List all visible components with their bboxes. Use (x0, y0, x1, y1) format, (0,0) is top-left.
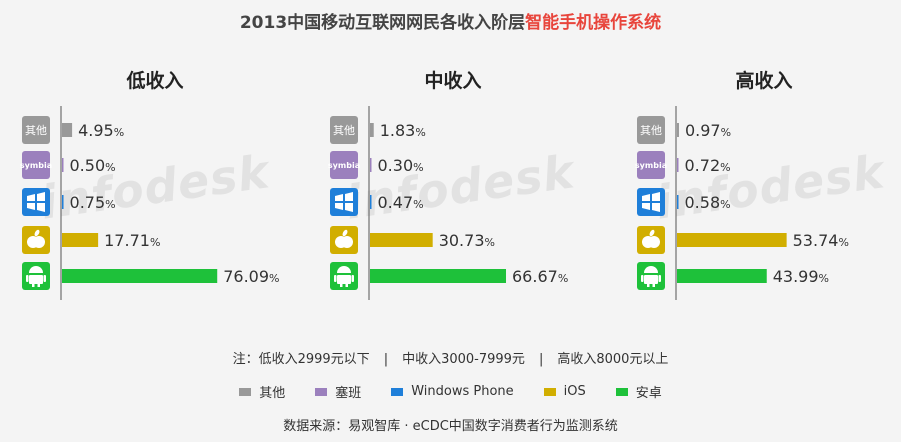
panel-title-high: 高收入 (735, 70, 793, 92)
note-prefix: 注： (232, 352, 259, 367)
svg-text:其他: 其他 (25, 124, 47, 137)
chart-panel-0: 其他 4.95% symbia 0.50% 0.75% 17.71% 76.09% (20, 106, 279, 300)
bar (370, 195, 372, 209)
data-label: 0.58% (685, 193, 731, 212)
legend: 其他 塞班 Windows Phone iOS 安卓 (0, 382, 901, 401)
symbian-icon: symbia (635, 151, 667, 179)
bar (62, 269, 218, 283)
data-label: 0.30% (378, 156, 424, 175)
symbian-icon: symbia (328, 151, 360, 179)
data-label: 76.09% (223, 267, 279, 286)
bar (677, 158, 679, 172)
data-label: 0.47% (378, 193, 424, 212)
note-separator-1: | (383, 352, 389, 367)
bar (677, 195, 679, 209)
legend-item: 其他 (239, 382, 285, 401)
bar (370, 158, 372, 172)
data-label: 66.67% (512, 267, 568, 286)
legend-swatch (543, 387, 556, 396)
other-icon: 其他 (22, 116, 50, 144)
svg-text:symbia: symbia (635, 161, 667, 170)
data-label: 4.95% (78, 121, 124, 140)
legend-label: iOS (563, 384, 586, 399)
windows-icon (330, 188, 358, 216)
other-icon: 其他 (330, 116, 358, 144)
legend-swatch (615, 387, 628, 396)
android-icon (22, 262, 50, 290)
chart-title-highlight: 智能手机操作系统 (525, 13, 662, 33)
android-icon (330, 262, 358, 290)
legend-label: 其他 (259, 386, 286, 401)
note-separator-2: | (538, 352, 544, 367)
legend-label: 安卓 (635, 386, 662, 401)
apple-icon (330, 226, 358, 254)
chart-title: 2013中国移动互联网网民各收入阶层智能手机操作系统 (0, 8, 901, 33)
legend-item: Windows Phone (391, 384, 514, 399)
bar (677, 233, 787, 247)
symbian-icon: symbia (20, 151, 52, 179)
bar (370, 269, 507, 283)
svg-text:其他: 其他 (640, 124, 662, 137)
legend-swatch (391, 387, 404, 396)
note-low: 低收入2999元以下 (258, 352, 370, 367)
data-label: 30.73% (439, 231, 495, 250)
bar (62, 195, 64, 209)
legend-item: 安卓 (615, 382, 662, 401)
chart-panel-2: 其他 0.97% symbia 0.72% 0.58% 53.74% 43.99% (635, 106, 849, 300)
legend-label: 塞班 (335, 386, 362, 401)
legend-item: 塞班 (315, 382, 361, 401)
panel-title-mid: 中收入 (424, 70, 482, 92)
income-note: 注：低收入2999元以下 | 中收入3000-7999元 | 高收入8000元以上 (0, 348, 901, 367)
other-icon: 其他 (637, 116, 665, 144)
chart-panel-1: 其他 1.83% symbia 0.30% 0.47% 30.73% 66.67% (328, 106, 568, 300)
legend-swatch (239, 387, 252, 396)
bar (677, 123, 679, 137)
bar (370, 233, 433, 247)
bar (62, 123, 73, 137)
data-label: 53.74% (793, 231, 849, 250)
apple-icon (637, 226, 665, 254)
data-label: 0.75% (70, 193, 116, 212)
windows-icon (22, 188, 50, 216)
data-label: 1.83% (380, 121, 426, 140)
chart-title-main: 2013中国移动互联网网民各收入阶层 (239, 13, 526, 33)
data-label: 17.71% (104, 231, 160, 250)
bar (62, 233, 99, 247)
svg-text:symbia: symbia (20, 161, 52, 170)
svg-text:symbia: symbia (328, 161, 360, 170)
android-icon (637, 262, 665, 290)
apple-icon (22, 226, 50, 254)
legend-swatch (315, 387, 328, 396)
data-label: 43.99% (773, 267, 829, 286)
bar (677, 269, 767, 283)
bar (370, 123, 374, 137)
svg-text:其他: 其他 (333, 124, 355, 137)
windows-icon (637, 188, 665, 216)
note-mid: 中收入3000-7999元 (402, 352, 525, 367)
note-high: 高收入8000元以上 (557, 352, 669, 367)
panel-title-low: 低收入 (126, 70, 184, 92)
data-source: 数据来源：易观智库 · eCDC中国数字消费者行为监测系统 (283, 419, 618, 434)
data-label: 0.50% (70, 156, 116, 175)
legend-item: iOS (543, 384, 586, 399)
bar (62, 158, 64, 172)
data-label: 0.97% (685, 121, 731, 140)
data-label: 0.72% (685, 156, 731, 175)
legend-label: Windows Phone (411, 384, 514, 399)
